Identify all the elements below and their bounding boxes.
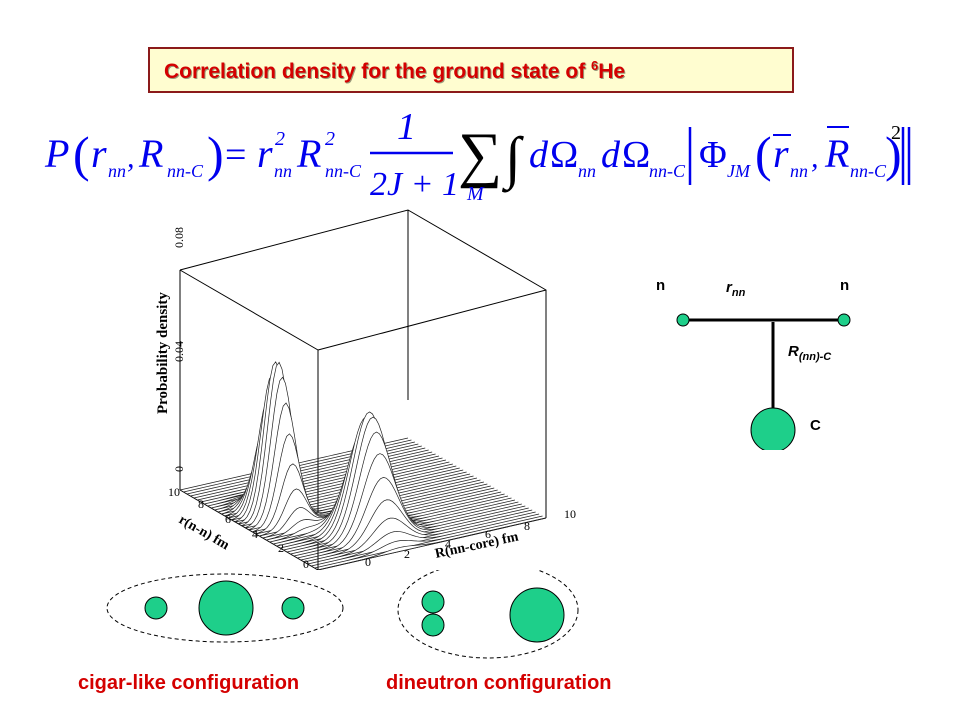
eq-paren2-close: ) xyxy=(885,126,902,182)
surface-ridge xyxy=(300,477,529,561)
y-tick-4: 4 xyxy=(445,537,451,551)
x-tick-4: 4 xyxy=(252,527,258,541)
dineutron-envelope xyxy=(397,570,579,659)
cigar-core xyxy=(198,580,254,636)
label-R-nnC: R(nn)-C xyxy=(788,343,832,363)
y-tick-10: 10 xyxy=(564,507,576,521)
eq-P: P xyxy=(44,131,69,176)
y-tick-2: 2 xyxy=(404,547,410,561)
three-body-schematic: n n rnn R(nn)-C C xyxy=(656,277,851,450)
y-tick-6: 6 xyxy=(485,527,491,541)
eq-paren-close: ) xyxy=(207,126,224,182)
eq-d1: d xyxy=(529,134,549,176)
label-core: C xyxy=(810,417,821,434)
eq-power: 2 xyxy=(891,122,901,144)
z-tick-1: 0.04 xyxy=(172,341,186,362)
neutron-right xyxy=(837,313,851,327)
eq-sub-nnC3: nn-C xyxy=(649,161,686,181)
title-text: Correlation density for the ground state… xyxy=(164,60,592,83)
x-axis-label: r(n-n) fm xyxy=(176,512,232,553)
y-tick-8: 8 xyxy=(524,519,530,533)
eq-R2: R xyxy=(296,131,321,176)
configuration-illustrations xyxy=(106,570,579,659)
eq-equals: = xyxy=(225,134,246,176)
z-tick-0: 0 xyxy=(172,466,186,472)
dineutron-neutron-bottom xyxy=(421,613,445,637)
x-tick-8: 8 xyxy=(198,497,204,511)
eq-sub-nn1: nn xyxy=(108,161,126,181)
slide-title: Correlation density for the ground state… xyxy=(164,58,625,84)
eq-denominator: 2J + 1 xyxy=(370,166,459,203)
x-tick-0: 0 xyxy=(303,557,309,570)
title-superscript: 6 xyxy=(591,58,599,73)
eq-sq2: 2 xyxy=(325,128,335,150)
dineutron-core xyxy=(509,587,565,643)
dineutron-config-label: dineutron configuration xyxy=(386,672,612,694)
core xyxy=(750,407,796,450)
z-axis-label: Probability density xyxy=(155,292,171,414)
eq-paren-open: ( xyxy=(73,126,90,182)
z-tick-2: 0.08 xyxy=(172,227,186,248)
surface-ridge xyxy=(317,517,547,570)
dineutron-neutron-top xyxy=(421,590,445,614)
label-n-left: n xyxy=(656,277,665,294)
eq-comma1: , xyxy=(127,141,135,174)
eq-sub-JM: JM xyxy=(727,161,751,181)
correlation-density-equation: P ( r nn , R nn-C ) = r 2 nn R 2 nn-C 1 … xyxy=(44,106,911,205)
y-tick-0: 0 xyxy=(365,555,371,569)
eq-sub-nn3: nn xyxy=(578,161,596,181)
eq-sub-nn2: nn xyxy=(274,161,292,181)
title-nucleus: He xyxy=(598,60,626,83)
probability-density-surface-plot: 0 0.04 0.08 Probability density 10 8 6 4… xyxy=(155,209,576,570)
z-axis: 0 0.04 0.08 Probability density xyxy=(155,227,186,472)
y-axis-label: R(nn-core) fm xyxy=(434,530,520,562)
eq-sub-nn4: nn xyxy=(790,161,808,181)
eq-numerator: 1 xyxy=(397,106,416,148)
cigar-envelope xyxy=(106,573,344,643)
eq-sum-index: M xyxy=(466,183,485,205)
eq-omega1: Ω xyxy=(550,134,578,176)
eq-R1: R xyxy=(138,131,163,176)
eq-sub-nnC4: nn-C xyxy=(850,161,887,181)
eq-sum-symbol: ∑ xyxy=(458,121,502,189)
eq-comma2: , xyxy=(811,141,819,174)
x-tick-2: 2 xyxy=(278,541,284,555)
eq-sq1: 2 xyxy=(275,128,285,150)
eq-phi: Φ xyxy=(699,134,727,176)
cigar-neutron-right xyxy=(281,596,305,620)
eq-r3: r xyxy=(773,131,789,176)
eq-paren2-open: ( xyxy=(755,126,772,182)
surface-mesh xyxy=(179,361,547,570)
eq-sub-nnC1: nn-C xyxy=(167,161,204,181)
x-tick-10: 10 xyxy=(168,485,180,499)
cigar-neutron-left xyxy=(144,596,168,620)
surface-ridge xyxy=(314,515,543,569)
eq-r2: r xyxy=(257,131,273,176)
title-box: Correlation density for the ground state… xyxy=(148,47,794,93)
surface-ridge xyxy=(296,453,526,559)
label-r-nn: rnn xyxy=(726,279,746,299)
eq-d2: d xyxy=(601,134,621,176)
eq-sub-nnC2: nn-C xyxy=(325,161,362,181)
neutron-left xyxy=(676,313,690,327)
surface-ridge xyxy=(200,449,429,503)
surface-ridge xyxy=(310,513,540,567)
eq-integral: ∫ xyxy=(501,125,524,193)
label-n-right: n xyxy=(840,277,849,294)
eq-R3: R xyxy=(824,131,849,176)
eq-r1: r xyxy=(91,131,107,176)
x-tick-6: 6 xyxy=(225,512,231,526)
cigar-config-label: cigar-like configuration xyxy=(78,672,300,694)
eq-omega2: Ω xyxy=(622,134,650,176)
